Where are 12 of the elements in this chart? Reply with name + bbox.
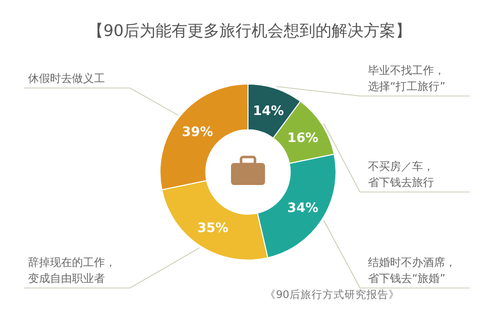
data-label: 34% bbox=[287, 201, 318, 216]
slice-label: 毕业不找工作，选择“打工旅行” bbox=[368, 64, 446, 93]
slice-label: 结婚时不办酒席，省下钱去“旅婚” bbox=[368, 256, 456, 285]
slice-label: 不买房／车，省下钱去旅行 bbox=[368, 160, 434, 189]
text: 《90后旅行方式研究报告》 bbox=[265, 288, 400, 301]
data-label: 14% bbox=[252, 104, 284, 120]
slice-label: 休假时去做义工 bbox=[28, 72, 105, 85]
data-label: 16% bbox=[287, 130, 318, 146]
data-label: 35% bbox=[197, 220, 228, 236]
slice-label: 辞掉现在的工作，变成自由职业者 bbox=[28, 256, 116, 285]
data-label: 39% bbox=[182, 124, 214, 140]
chart-title: 【90后为能有更多旅行机会想到的解决方案】 bbox=[87, 21, 412, 40]
